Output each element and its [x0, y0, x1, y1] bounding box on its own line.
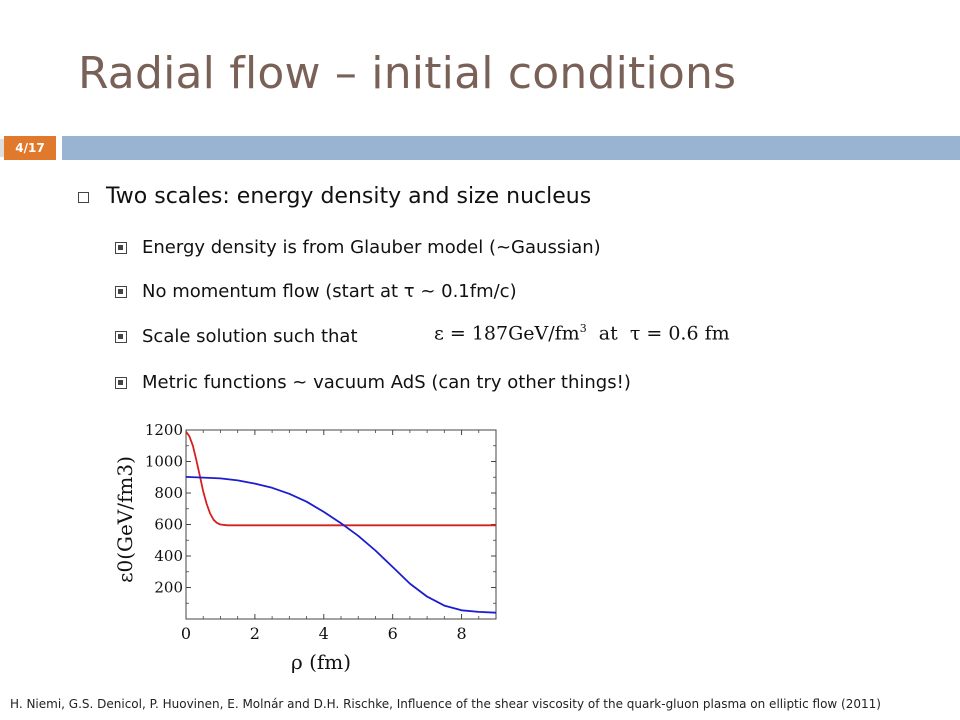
y-tick-label: 400 [154, 547, 183, 565]
x-tick-label: 8 [456, 624, 466, 643]
y-tick-label: 800 [154, 484, 183, 502]
bullet-main-text: Two scales: energy density and size nucl… [106, 184, 592, 209]
citation-footer: H. Niemi, G.S. Denicol, P. Huovinen, E. … [10, 697, 881, 711]
sub-bullet-text: Energy density is from Glauber model (~G… [142, 237, 601, 258]
formula-lhs: ε = 187GeV/fm [434, 322, 580, 345]
y-tick-label: 1000 [145, 453, 183, 471]
sub-bullet: Metric functions ~ vacuum AdS (can try o… [115, 372, 631, 393]
sub-bullet-text: Metric functions ~ vacuum AdS (can try o… [142, 372, 631, 393]
filled-square-bullet-icon [115, 242, 127, 254]
sub-bullet: Energy density is from Glauber model (~G… [115, 237, 601, 258]
x-tick-label: 6 [388, 624, 398, 643]
title-rule [62, 136, 960, 160]
y-tick-label: 200 [154, 579, 183, 597]
energy-density-formula: ε = 187GeV/fm3 at τ = 0.6 fm [434, 322, 730, 344]
sub-bullet-text: Scale solution such that [142, 326, 358, 347]
sub-bullet-text: No momentum flow (start at τ ~ 0.1fm/c) [142, 281, 517, 302]
x-tick-label: 4 [319, 624, 329, 643]
formula-rhs: at τ = 0.6 fm [586, 322, 730, 345]
filled-square-bullet-icon [115, 286, 127, 298]
sub-bullet: Scale solution such that [115, 326, 358, 347]
series-line-1 [185, 431, 496, 527]
formula-exponent: 3 [579, 322, 587, 335]
x-tick-label: 2 [250, 624, 260, 643]
y-tick-label: 1200 [145, 421, 183, 439]
title-rule-left [0, 139, 4, 157]
filled-square-bullet-icon [115, 377, 127, 389]
x-tick-label: 0 [181, 624, 191, 643]
hollow-square-bullet-icon [78, 192, 89, 203]
x-axis-label: ρ (fm) [291, 650, 351, 674]
page-number-badge: 4/17 [4, 136, 56, 160]
sub-bullet: No momentum flow (start at τ ~ 0.1fm/c) [115, 281, 517, 302]
y-tick-label: 600 [154, 516, 183, 534]
y-axis-label: ε0(GeV/fm3) [113, 456, 137, 583]
bullet-main: Two scales: energy density and size nucl… [78, 184, 592, 209]
series-line-2 [185, 476, 497, 614]
filled-square-bullet-icon [115, 331, 127, 343]
energy-density-chart: 0 2 4 6 8 200 400 600 800 1000 1200 ρ (fm) ε0(GeV/fm… [113, 421, 497, 674]
slide-title: Radial flow – initial conditions [78, 48, 737, 99]
